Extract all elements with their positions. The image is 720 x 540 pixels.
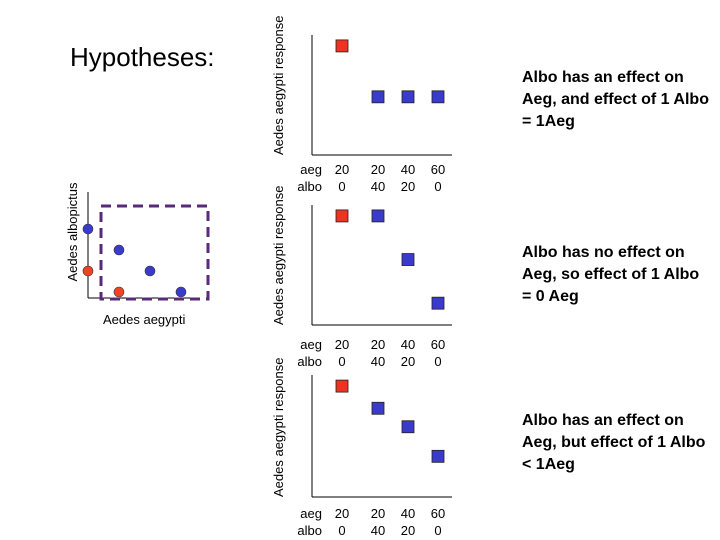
panel-3-square (371, 401, 385, 415)
slide-title: Hypotheses: (70, 42, 215, 72)
panel-1-square (401, 90, 415, 104)
scatter-x-label: Aedes aegypti (103, 312, 186, 327)
panel-1-square (431, 90, 445, 104)
tick-label-aeg: 60 (430, 162, 446, 177)
tick-label-albo: 20 (400, 354, 416, 369)
tick-label-albo: 0 (434, 523, 442, 538)
tick-label-albo: 20 (400, 179, 416, 194)
tick-label-albo: 40 (370, 179, 386, 194)
panel-2-square (371, 209, 385, 223)
panel-1-square (371, 90, 385, 104)
tick-label-aeg: 60 (430, 506, 446, 521)
panel-1-y-label: Aedes aegypti response (271, 15, 286, 155)
row-label-albo: albo (297, 354, 322, 369)
scatter-dashed-box (99, 204, 210, 301)
tick-label-albo: 0 (434, 354, 442, 369)
row-label-albo: albo (297, 179, 322, 194)
panel-3-description: Albo has an effect on Aeg, but effect of… (522, 412, 706, 473)
panel-3-square (335, 379, 349, 393)
scatter-point (113, 286, 125, 298)
tick-label-albo: 20 (400, 523, 416, 538)
tick-label-albo: 0 (434, 179, 442, 194)
tick-label-albo: 0 (338, 179, 346, 194)
row-label-albo: albo (297, 523, 322, 538)
tick-label-albo: 40 (370, 523, 386, 538)
tick-label-aeg: 40 (400, 162, 416, 177)
tick-label-albo: 0 (338, 523, 346, 538)
tick-label-aeg: 40 (400, 337, 416, 352)
scatter-point (113, 244, 125, 256)
panel-3-square (401, 420, 415, 434)
panel-2-y-label: Aedes aegypti response (271, 185, 286, 325)
panel-1-description: Albo has an effect on Aeg, and effect of… (522, 69, 709, 130)
scatter-y-label: Aedes albopictus (65, 182, 80, 282)
row-label-aeg: aeg (300, 162, 322, 177)
panel-3-y-label: Aedes aegypti response (271, 357, 286, 497)
panel-2-square (431, 296, 445, 310)
tick-label-aeg: 40 (400, 506, 416, 521)
row-label-aeg: aeg (300, 337, 322, 352)
tick-label-albo: 40 (370, 354, 386, 369)
tick-label-aeg: 20 (370, 162, 386, 177)
panel-2-description: Albo has no effect on Aeg, so effect of … (522, 244, 700, 305)
tick-label-aeg: 60 (430, 337, 446, 352)
scatter-point (82, 223, 94, 235)
tick-label-aeg: 20 (334, 337, 350, 352)
row-label-aeg: aeg (300, 506, 322, 521)
panel-2-square (335, 209, 349, 223)
tick-label-aeg: 20 (334, 162, 350, 177)
scatter-point (144, 265, 156, 277)
scatter-point (175, 286, 187, 298)
tick-label-aeg: 20 (370, 337, 386, 352)
tick-label-albo: 0 (338, 354, 346, 369)
panel-3-square (431, 449, 445, 463)
tick-label-aeg: 20 (334, 506, 350, 521)
scatter-point (82, 265, 94, 277)
panel-2-square (401, 253, 415, 266)
tick-label-aeg: 20 (370, 506, 386, 521)
panel-1-square (335, 39, 349, 53)
